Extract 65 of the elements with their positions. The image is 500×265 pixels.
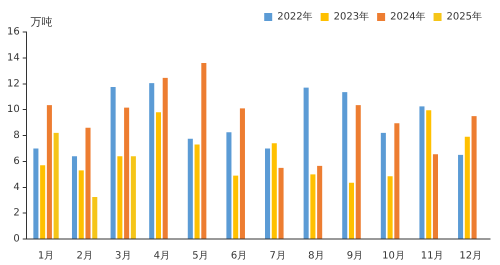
bar bbox=[110, 86, 116, 238]
bar bbox=[194, 144, 200, 238]
bar bbox=[472, 116, 477, 238]
bar bbox=[419, 106, 424, 238]
legend-label: 2023年 bbox=[334, 10, 370, 23]
legend-label: 2024年 bbox=[390, 10, 426, 23]
x-tick-label: 9月 bbox=[346, 250, 364, 262]
bar bbox=[310, 174, 316, 238]
x-tick-label: 4月 bbox=[154, 250, 170, 262]
bar bbox=[348, 182, 354, 238]
bar bbox=[117, 156, 122, 238]
bar bbox=[272, 143, 277, 238]
y-tick-label: 2 bbox=[13, 208, 20, 219]
y-tick-label: 10 bbox=[6, 104, 20, 116]
bar bbox=[156, 112, 161, 238]
y-tick-label: 4 bbox=[13, 182, 20, 193]
bar bbox=[162, 78, 168, 238]
y-tick-label: 14 bbox=[6, 52, 20, 64]
bar bbox=[464, 136, 470, 238]
bar bbox=[304, 88, 309, 238]
bar bbox=[380, 132, 386, 238]
bar bbox=[124, 108, 130, 238]
x-tick-label: 5月 bbox=[192, 250, 209, 262]
bar bbox=[85, 128, 91, 238]
bar bbox=[33, 148, 38, 238]
bar bbox=[265, 148, 270, 238]
bar bbox=[233, 176, 238, 238]
legend-label: 2025年 bbox=[446, 10, 482, 23]
bar bbox=[342, 92, 348, 238]
y-axis-title: 万吨 bbox=[30, 15, 53, 28]
bar bbox=[72, 156, 78, 238]
x-tick-label: 12月 bbox=[459, 250, 482, 262]
bar bbox=[458, 154, 464, 238]
bar bbox=[201, 63, 206, 238]
bar bbox=[188, 138, 193, 238]
y-tick-label: 16 bbox=[6, 26, 20, 38]
bar bbox=[278, 168, 284, 238]
bar bbox=[149, 83, 154, 238]
x-tick-label: 1月 bbox=[38, 250, 54, 262]
x-tick-label: 7月 bbox=[269, 250, 286, 262]
bar bbox=[92, 196, 98, 238]
x-tick-label: 6月 bbox=[230, 250, 248, 262]
y-tick-label: 0 bbox=[13, 234, 20, 245]
x-tick-label: 8月 bbox=[308, 250, 324, 262]
bar bbox=[54, 132, 59, 238]
bar bbox=[226, 132, 232, 238]
bar bbox=[78, 170, 84, 238]
x-tick-label: 11月 bbox=[420, 250, 444, 262]
bar bbox=[240, 108, 245, 238]
y-tick-label: 8 bbox=[13, 130, 20, 142]
bar bbox=[40, 165, 46, 238]
bar bbox=[130, 156, 136, 238]
bar bbox=[426, 110, 432, 238]
x-tick-label: 2月 bbox=[76, 250, 93, 262]
x-tick-label: 10月 bbox=[382, 250, 405, 262]
bar bbox=[317, 166, 322, 238]
y-tick-label: 6 bbox=[13, 156, 20, 167]
y-tick-label: 12 bbox=[6, 78, 20, 90]
bar bbox=[432, 154, 438, 238]
bar bbox=[46, 105, 52, 238]
bar bbox=[394, 123, 400, 238]
bar bbox=[356, 105, 361, 238]
bar bbox=[388, 176, 393, 238]
legend-label: 2022年 bbox=[277, 10, 313, 23]
x-tick-label: 3月 bbox=[115, 250, 132, 262]
